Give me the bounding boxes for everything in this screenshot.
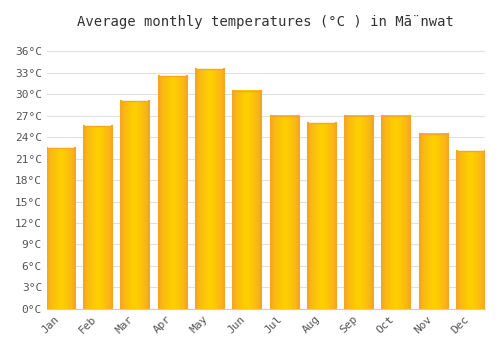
Title: Average monthly temperatures (°C ) in Mā̈nwat: Average monthly temperatures (°C ) in Mā… (78, 15, 454, 29)
